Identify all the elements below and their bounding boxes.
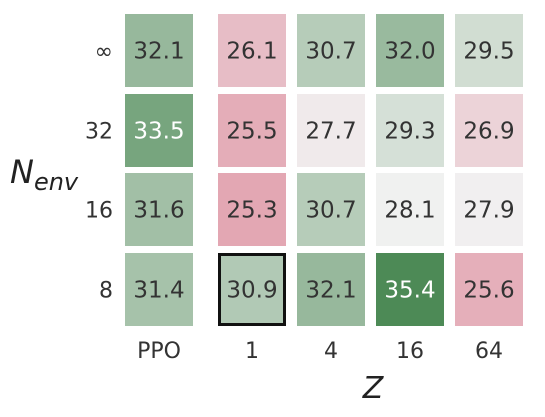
heatmap-cells: 32.1 26.1 30.7 32.0 29.5 33.5 25.5 27.7 29.3 26.9… — [125, 14, 523, 326]
heatmap-cell-label: 29.3 — [384, 119, 435, 145]
heatmap-cell-label: 30.9 — [226, 278, 277, 304]
heatmap-cell — [455, 14, 523, 87]
heatmap-cell-label: 25.3 — [226, 198, 277, 224]
highlighted-cell-border — [218, 253, 286, 326]
heatmap-cell — [218, 94, 286, 167]
heatmap-cell-label: 25.6 — [463, 278, 514, 304]
heatmap-cell-label: 33.5 — [133, 119, 184, 145]
heatmap-cell — [376, 94, 444, 167]
x-tick-labels: PPO 1 4 16 64 — [137, 339, 503, 364]
heatmap-cell — [218, 253, 286, 326]
heatmap-cell-label: 31.6 — [133, 198, 184, 224]
heatmap-cell-label: 30.7 — [305, 198, 356, 224]
heatmap-cell — [297, 253, 365, 326]
heatmap-cell — [376, 14, 444, 87]
heatmap-cell — [297, 94, 365, 167]
heatmap-cell — [125, 94, 193, 167]
y-tick-label: 32 — [85, 120, 113, 145]
heatmap-cell — [125, 14, 193, 87]
y-axis-label-subscript: env — [34, 168, 79, 196]
x-tick-label: 16 — [396, 339, 424, 364]
heatmap-cell — [297, 14, 365, 87]
heatmap-cell-label: 27.9 — [463, 198, 514, 224]
y-tick-label: ∞ — [95, 40, 113, 65]
heatmap-cell-label: 26.1 — [226, 39, 277, 65]
heatmap-cell-label: 30.7 — [305, 39, 356, 65]
heatmap-cell — [125, 253, 193, 326]
heatmap-cell-label: 29.5 — [463, 39, 514, 65]
y-tick-label: 16 — [85, 199, 113, 224]
heatmap-cell — [376, 173, 444, 246]
heatmap-cell — [455, 253, 523, 326]
y-axis-label-main: N — [10, 153, 34, 191]
heatmap-cell-label: 32.1 — [133, 39, 184, 65]
x-tick-label: 4 — [324, 339, 338, 364]
heatmap-cell-label: 27.7 — [305, 119, 356, 145]
heatmap-cell — [297, 173, 365, 246]
x-tick-label: PPO — [137, 339, 181, 364]
y-axis-label: Nenv — [10, 153, 79, 196]
heatmap-cell-label: 28.1 — [384, 198, 435, 224]
y-tick-label: 8 — [99, 279, 113, 304]
heatmap-cell-label: 26.9 — [463, 119, 514, 145]
heatmap-cell — [125, 173, 193, 246]
heatmap-cell-label: 32.0 — [384, 39, 435, 65]
x-tick-label: 64 — [475, 339, 503, 364]
heatmap-cell — [455, 94, 523, 167]
heatmap-cell-label: 35.4 — [384, 278, 435, 304]
heatmap-cell — [376, 253, 444, 326]
x-axis-label: Z — [362, 371, 385, 406]
y-tick-labels: ∞ 32 16 8 — [85, 40, 113, 304]
heatmap-cell — [218, 14, 286, 87]
heatmap-cell — [218, 173, 286, 246]
heatmap-cell-label: 31.4 — [133, 278, 184, 304]
heatmap-cell-label: 32.1 — [305, 278, 356, 304]
heatmap-cell-label: 25.5 — [226, 119, 277, 145]
heatmap-cell — [455, 173, 523, 246]
x-tick-label: 1 — [245, 339, 259, 364]
